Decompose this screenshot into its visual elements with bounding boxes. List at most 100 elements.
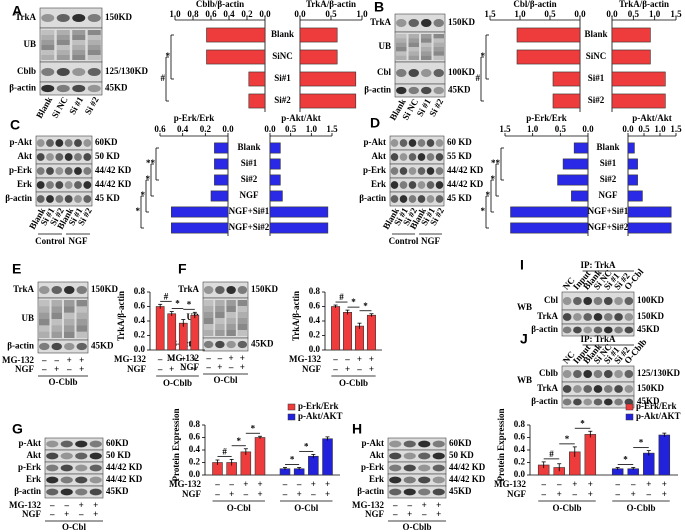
blot-band <box>36 167 45 175</box>
category-label: Blank <box>584 29 607 39</box>
ip-header: IP: TrkA <box>581 260 616 270</box>
blot-smear <box>51 331 62 338</box>
blot-band <box>64 181 73 189</box>
bar <box>366 314 376 351</box>
category-label: Si#1 <box>588 73 605 83</box>
bar <box>627 174 638 186</box>
blot-band <box>603 313 613 321</box>
size-label: 100KD <box>448 67 476 77</box>
blot-smear <box>237 330 248 336</box>
significance-mark: ** <box>146 158 156 168</box>
size-label: 45 KD <box>95 193 120 203</box>
blot-band <box>432 476 445 484</box>
axis-title: TrkA/β-actin <box>306 0 356 9</box>
significance-mark: # <box>476 73 481 83</box>
bar <box>573 142 589 154</box>
blot-band <box>396 69 407 77</box>
blot-band <box>46 139 54 147</box>
x-tick-label: 0.5 <box>555 124 567 134</box>
blot-band <box>74 167 82 175</box>
blot-smear <box>433 38 444 43</box>
size-label: 60KD <box>106 438 129 448</box>
condition-name: NGF <box>365 509 385 519</box>
group-label: Control <box>35 236 65 246</box>
blot-band <box>226 340 236 349</box>
blot-smear <box>433 47 444 52</box>
blot-band <box>60 464 73 472</box>
category-label: Blank <box>237 142 260 152</box>
panel-letter: I <box>520 257 524 273</box>
significance-mark: * <box>363 301 368 311</box>
blot-band <box>403 488 416 496</box>
blot-smear <box>56 45 70 50</box>
blot-smear <box>203 318 214 324</box>
blot-band <box>399 153 408 161</box>
blot-band <box>74 181 82 189</box>
blot-band <box>396 19 407 27</box>
condition-value: – <box>49 509 55 519</box>
blot-smear <box>237 324 248 330</box>
panel-letter: E <box>12 261 21 277</box>
condition-value: + <box>325 489 330 499</box>
significance-mark: # <box>164 291 169 301</box>
legend-swatch <box>625 413 634 421</box>
condition-value: – <box>344 354 350 364</box>
blot-band <box>237 340 248 349</box>
condition-name: MG-132 <box>9 500 41 510</box>
condition-value: – <box>614 479 620 489</box>
condition-value: – <box>332 354 338 364</box>
bar <box>627 158 638 170</box>
blot-band <box>87 68 101 76</box>
row-label: β-actin <box>5 193 32 203</box>
blot-band <box>64 153 73 161</box>
blot-smear <box>408 47 419 52</box>
condition-value: + <box>436 509 441 519</box>
blot-band <box>403 440 416 448</box>
blot-smear <box>396 38 407 43</box>
condition-value: – <box>392 500 398 510</box>
blot-band <box>83 139 92 147</box>
y-tick-label: 0.0 <box>189 469 201 479</box>
blot-smear <box>76 331 87 338</box>
blot-smear <box>433 34 444 39</box>
blot-band <box>60 440 73 448</box>
row-label: TrkA <box>178 284 199 294</box>
condition-value: + <box>93 500 98 510</box>
x-tick-label: 0.0 <box>222 124 234 134</box>
row-label: β-actin <box>9 83 36 93</box>
blot-smear <box>41 45 55 50</box>
condition-value: – <box>421 509 427 519</box>
blot-band <box>593 326 603 334</box>
size-label: 45KD <box>637 396 660 406</box>
bar <box>269 190 283 202</box>
blot-band <box>426 139 435 147</box>
condition-name: NGF <box>22 509 42 519</box>
blot-band <box>593 313 603 321</box>
condition-value: + <box>64 509 69 519</box>
significance-mark: * <box>304 441 309 451</box>
bar <box>214 174 229 186</box>
blot-smear <box>76 300 87 307</box>
y-axis-label: Protein Expression <box>171 409 181 482</box>
blot-band <box>562 398 572 406</box>
category-label: Blank <box>271 29 294 39</box>
panel-letter: G <box>12 421 23 437</box>
wb-label: WB <box>517 302 532 312</box>
blot-smear <box>72 45 86 50</box>
y-tick-label: 0.8 <box>309 286 321 296</box>
size-label: 44/42 KD <box>449 474 486 484</box>
blot-smear <box>396 55 407 60</box>
blot-band <box>624 326 634 334</box>
group-label: O-Cblb <box>48 377 77 387</box>
significance-mark: * <box>623 455 628 465</box>
blot-band <box>46 464 59 472</box>
condition-value: + <box>79 355 84 365</box>
blot-band <box>390 181 399 189</box>
bar <box>206 27 266 43</box>
condition-value: – <box>64 500 70 510</box>
blot-band <box>72 68 86 76</box>
y-tick-label: 0.6 <box>189 432 201 442</box>
blot-band <box>426 167 435 175</box>
bar <box>584 434 597 476</box>
significance-mark: * <box>481 51 486 61</box>
